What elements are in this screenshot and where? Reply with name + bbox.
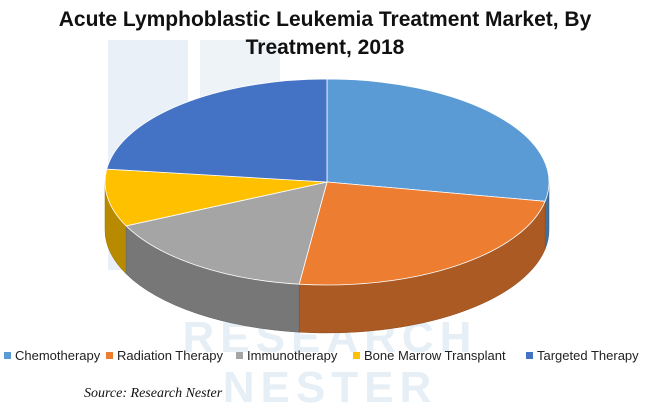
chart-legend: Chemotherapy Radiation Therapy Immunothera… (0, 348, 650, 366)
pie-slice-bone-marrow-transplant (104, 168, 328, 227)
pie-slice-radiation-therapy (298, 181, 546, 286)
legend-label: Chemotherapy (15, 348, 101, 363)
legend-item: Radiation Therapy (106, 348, 223, 363)
legend-swatch (106, 352, 113, 359)
legend-item: Chemotherapy (4, 348, 100, 363)
legend-label: Targeted Therapy (537, 348, 639, 363)
legend-item: Immunotherapy (236, 348, 337, 363)
legend-item: Targeted Therapy (526, 348, 639, 363)
chart-title-line1: Acute Lymphoblastic Leukemia Treatment M… (58, 8, 592, 31)
legend-swatch (526, 352, 533, 359)
source-note: Source: Research Nester (84, 386, 223, 401)
pie-slice-targeted-therapy (106, 78, 328, 183)
legend-label: Immunotherapy (247, 348, 338, 363)
pie-slice-immunotherapy (125, 181, 328, 285)
legend-item: Bone Marrow Transplant (353, 348, 506, 363)
legend-label: Bone Marrow Transplant (364, 348, 506, 363)
legend-swatch (353, 352, 360, 359)
pie-slice-chemotherapy (326, 78, 550, 202)
legend-swatch (4, 352, 11, 359)
legend-swatch (236, 352, 243, 359)
watermark-text: NESTER (223, 363, 437, 405)
legend-label: Radiation Therapy (117, 348, 223, 363)
chart-title: Acute Lymphoblastic Leukemia Treatment M… (0, 6, 650, 62)
chart-title-line2: Treatment, 2018 (245, 36, 405, 59)
